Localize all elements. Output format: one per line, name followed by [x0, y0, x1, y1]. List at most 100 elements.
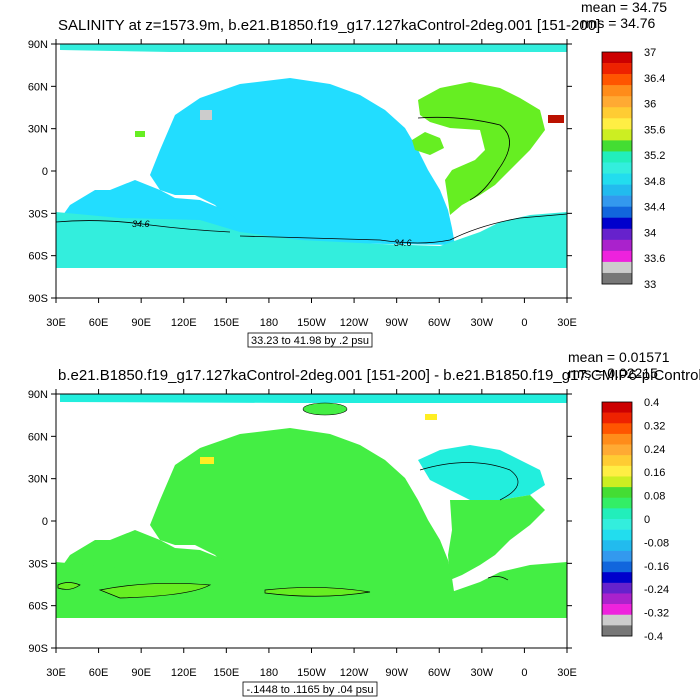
range-box-2: -.1448 to .1165 by .04 psu: [242, 681, 378, 697]
colorbar-label: 0.16: [644, 467, 665, 479]
panel-2-range-label: -.1448 to .1165 by .04 psu: [247, 684, 374, 696]
colorbar-label: 33: [644, 279, 656, 291]
contour-atlantic: [417, 116, 510, 201]
colorbar-label: -0.24: [644, 584, 669, 596]
colorbar-label: 34.4: [644, 202, 665, 214]
colorbar-swatch: [602, 74, 632, 86]
colorbar-swatch: [602, 272, 632, 285]
lat-label: 30S: [28, 558, 48, 570]
colorbar-swatch: [602, 572, 632, 584]
colorbar-swatch: [602, 455, 632, 467]
green-patch: [135, 131, 145, 137]
colorbar-swatch: [602, 217, 632, 230]
lon-label: 180: [260, 317, 278, 329]
panel-2-mean: mean = 0.01571: [568, 349, 670, 365]
colorbar-label: 0.32: [644, 420, 665, 432]
lon-label: 30E: [557, 317, 577, 329]
lon-label: 30W: [471, 667, 494, 679]
lat-label: 60N: [28, 81, 48, 93]
colorbar-2: 0.4 0.32 0.24 0.16 0.08 0 -0.08 -0.16 -0.24 -0.32…: [601, 397, 669, 643]
colorbar-label: 0.4: [644, 397, 659, 409]
panel-1-mean: mean = 34.75: [581, 0, 667, 15]
lon-label: 90W: [385, 667, 408, 679]
lon-label: 30W: [471, 317, 494, 329]
contour-so-3: [57, 582, 81, 590]
lon-label: 90E: [131, 317, 151, 329]
colorbar-frame: [601, 51, 633, 285]
contour-label-1: 34.6: [132, 219, 150, 229]
arctic-ocean-fill: [60, 44, 567, 52]
colorbar-swatch: [602, 162, 632, 174]
colorbar-swatch: [602, 228, 632, 241]
lon-label: 0: [521, 667, 527, 679]
lat-label: 90N: [28, 389, 48, 401]
colorbar-swatch: [602, 151, 632, 163]
colorbar-frame: [601, 401, 633, 637]
colorbar-swatch: [602, 250, 632, 263]
lon-label: 180: [260, 667, 278, 679]
axes-1: 90N 60N 30N 0 30S 60S 90S 30E 60E 90E 120E 150E 180 1…: [28, 39, 577, 329]
panel-1-range-label: 33.23 to 41.98 by .2 psu: [251, 335, 369, 347]
atlantic-green-fill: [448, 495, 545, 580]
lat-label: 90S: [28, 643, 48, 655]
lon-label: 30E: [557, 667, 577, 679]
colorbar-swatch: [602, 625, 632, 637]
lon-label: 30E: [46, 317, 66, 329]
colorbar-swatch: [602, 529, 632, 541]
colorbar-label: 0.08: [644, 491, 665, 503]
contour-34-6-west: [55, 220, 231, 233]
colorbar-swatch: [602, 593, 632, 605]
colorbar-swatch: [602, 206, 632, 219]
colorbar-swatch: [602, 604, 632, 616]
colorbar-label: 34: [644, 227, 656, 239]
colorbar-swatch: [602, 540, 632, 552]
colorbar-swatch: [602, 487, 632, 499]
colorbar-swatch: [602, 465, 632, 477]
colorbar-label: 33.6: [644, 253, 665, 265]
panel-2-title: b.e21.B1850.f19_g17.127kaControl-2deg.00…: [58, 367, 700, 384]
lat-label: 0: [42, 516, 48, 528]
lat-label: 60N: [28, 431, 48, 443]
colorbar-swatch: [602, 402, 632, 413]
southern-fill-2: [56, 562, 567, 618]
axes-2: 90N 60N 30N 0 30S 60S 90S 30E 60E 90E 120E 150E 180 1…: [28, 389, 577, 679]
colorbar-swatch: [602, 129, 632, 141]
contour-so-2: [264, 587, 371, 597]
lat-label: 30N: [28, 124, 48, 136]
contour-label-2: 34.6: [394, 238, 412, 248]
colorbar-label: 34.8: [644, 176, 665, 188]
antarctic-land: [56, 268, 567, 298]
lon-label: 0: [521, 317, 527, 329]
panel-1: SALINITY at z=1573.9m, b.e21.B1850.f19_g…: [28, 0, 667, 348]
colorbar-label: 0: [644, 514, 650, 526]
southern-ocean-fill: [56, 212, 567, 268]
lat-label: 60S: [28, 601, 48, 613]
colorbar-swatch: [602, 96, 632, 108]
colorbar-swatch: [602, 239, 632, 252]
colorbar-swatch: [602, 173, 632, 185]
map-1: 34.6 34.6: [55, 43, 568, 299]
lon-label: 60W: [428, 667, 451, 679]
lat-label: 90N: [28, 39, 48, 51]
lon-label: 150E: [213, 317, 239, 329]
colorbar-swatch: [602, 582, 632, 594]
lon-label: 150W: [297, 667, 326, 679]
yellow-patch-2: [425, 414, 437, 420]
gray-patch: [200, 110, 212, 120]
colorbar-swatch: [602, 140, 632, 152]
arctic-strip-2: [60, 394, 567, 403]
lon-label: 120W: [340, 317, 369, 329]
lat-label: 30S: [28, 208, 48, 220]
colorbar-swatch: [602, 508, 632, 520]
lon-label: 150W: [297, 317, 326, 329]
colorbar-label: 35.2: [644, 150, 665, 162]
colorbar-swatch: [602, 476, 632, 488]
colorbar-label: 0.24: [644, 444, 665, 456]
panel-2: b.e21.B1850.f19_g17.127kaControl-2deg.00…: [28, 349, 700, 697]
colorbar-label: 37: [644, 47, 656, 59]
colorbar-swatch: [602, 519, 632, 530]
atlantic-cyan-fill: [418, 445, 545, 500]
colorbar-label: 36.4: [644, 73, 665, 85]
colorbar-swatch: [602, 85, 632, 97]
antarctic-land-2: [56, 618, 567, 648]
